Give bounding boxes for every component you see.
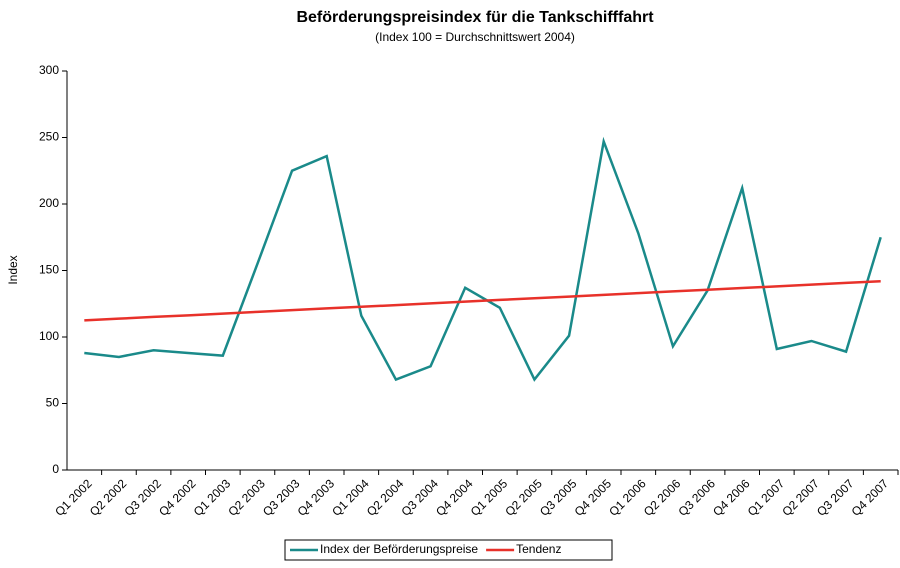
y-tick-label: 50 <box>46 396 60 410</box>
x-tick-label: Q4 2003 <box>295 476 338 519</box>
x-tick-label: Q2 2007 <box>779 476 822 519</box>
y-tick-label: 250 <box>39 130 59 144</box>
x-tick-label: Q2 2002 <box>87 476 130 519</box>
x-tick-label: Q2 2005 <box>502 476 545 519</box>
x-tick-label: Q4 2002 <box>156 476 199 519</box>
series-line <box>84 136 882 382</box>
x-tick-label: Q1 2002 <box>52 476 95 519</box>
x-tick-label: Q3 2002 <box>121 476 164 519</box>
chart-title: Beförderungspreisindex für die Tankschif… <box>296 9 654 26</box>
x-tick-label: Q3 2003 <box>260 476 303 519</box>
x-tick-label: Q4 2005 <box>572 476 615 519</box>
series-line <box>84 280 881 322</box>
legend-label: Tendenz <box>516 542 561 556</box>
x-tick-label: Q1 2003 <box>191 476 234 519</box>
y-tick-label: 300 <box>39 63 59 77</box>
x-tick-label: Q3 2007 <box>814 476 857 519</box>
legend-label: Index der Beförderungspreise <box>320 542 478 556</box>
x-tick-label: Q2 2004 <box>364 476 407 519</box>
y-tick-label: 0 <box>52 462 59 476</box>
x-tick-label: Q3 2006 <box>675 476 718 519</box>
x-tick-label: Q2 2003 <box>225 476 268 519</box>
x-tick-label: Q1 2004 <box>329 476 372 519</box>
x-tick-label: Q2 2006 <box>641 476 684 519</box>
chart-subtitle: (Index 100 = Durchschnittswert 2004) <box>375 30 575 44</box>
x-tick-label: Q4 2006 <box>710 476 753 519</box>
y-tick-label: 150 <box>39 263 59 277</box>
legend <box>284 539 613 561</box>
x-tick-label: Q3 2004 <box>398 476 441 519</box>
y-axis-label: Index <box>6 255 20 284</box>
y-tick-label: 100 <box>39 329 59 343</box>
x-tick-label: Q3 2005 <box>537 476 580 519</box>
x-tick-label: Q1 2005 <box>468 476 511 519</box>
x-tick-label: Q4 2007 <box>849 476 892 519</box>
x-tick-label: Q4 2004 <box>433 476 476 519</box>
x-tick-label: Q1 2006 <box>606 476 649 519</box>
y-tick-label: 200 <box>39 196 59 210</box>
x-tick-label: Q1 2007 <box>745 476 788 519</box>
